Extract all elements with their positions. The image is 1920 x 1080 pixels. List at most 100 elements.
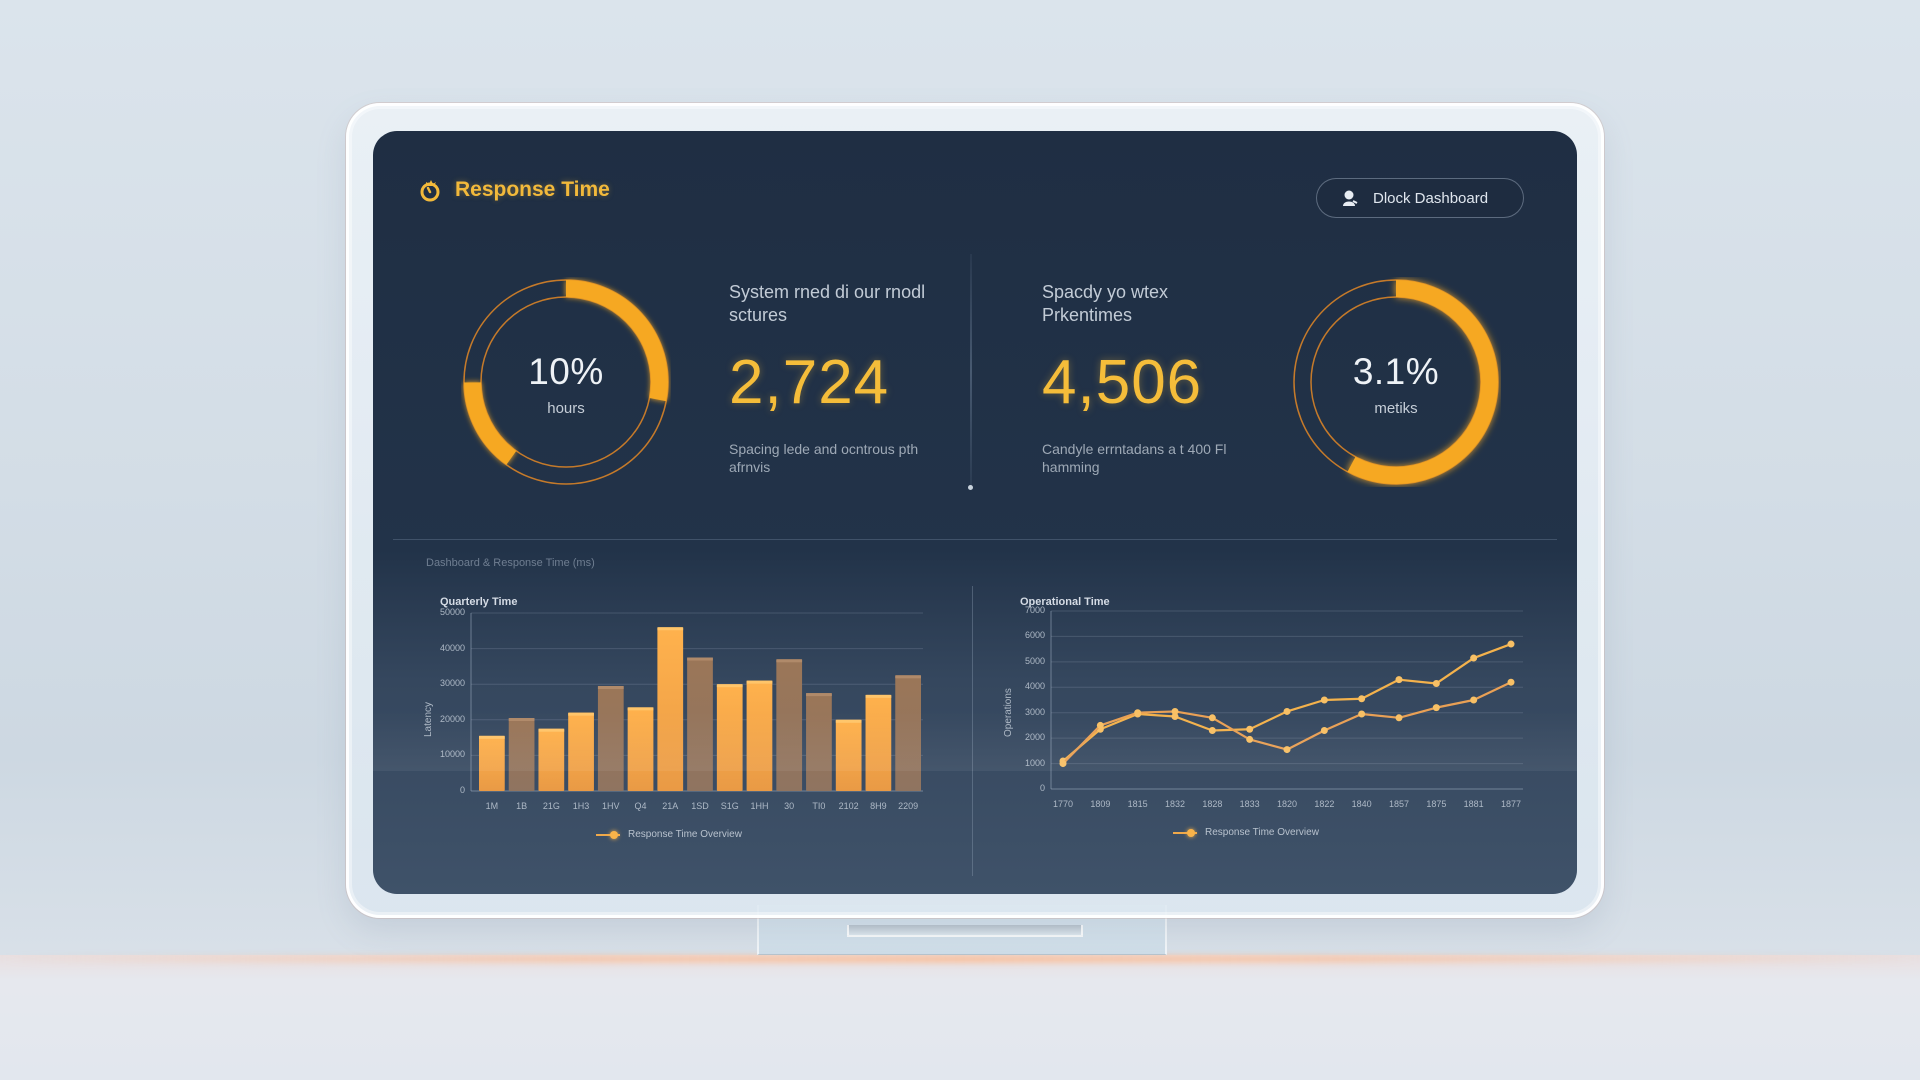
y-tick-label: 6000 <box>1024 630 1045 641</box>
x-tick-label: TI0 <box>812 801 826 811</box>
bar <box>806 693 832 791</box>
metric-left: System rned di our rnodl sctures 2,724 S… <box>729 281 949 476</box>
ring-right-value: 3.1% <box>1352 351 1440 392</box>
page-title: Response Time <box>455 178 610 201</box>
data-point <box>1059 760 1067 768</box>
x-tick-label: 1M <box>485 801 499 811</box>
line-chart: Operational Time Operations 0 1000 2000 300… <box>993 591 1533 891</box>
bar <box>597 685 624 791</box>
ring-left-value: 10% <box>528 351 604 392</box>
progress-ring-right: 3.1% metiks <box>1291 277 1501 487</box>
bar <box>627 707 654 791</box>
data-point <box>1507 678 1515 686</box>
bar <box>865 694 892 791</box>
bar <box>687 657 713 791</box>
x-tick-label: 1833 <box>1239 799 1260 809</box>
y-tick-label: 0 <box>459 785 465 795</box>
metric-right-note: Candyle errntadans a t 400 Fl hamming <box>1042 441 1227 475</box>
ring-gauge-left <box>463 279 669 485</box>
kpi-divider <box>970 254 972 489</box>
dashboard-button[interactable]: Dlock Dashboard <box>1316 178 1524 218</box>
x-tick-label: 1HH <box>750 801 769 811</box>
line-chart-title: Operational Time <box>1020 596 1110 608</box>
x-tick-label: 1881 <box>1463 799 1484 809</box>
bar-chart-legend-label: Response Time Overview <box>628 829 742 840</box>
y-tick-label: 5000 <box>1024 655 1045 666</box>
y-tick-label: 50000 <box>439 607 465 617</box>
x-tick-label: 1HV <box>602 801 620 811</box>
data-point <box>1432 679 1440 687</box>
bar <box>657 627 684 791</box>
bar-chart-plot <box>470 612 923 792</box>
metric-left-note: Spacing lede and ocntrous pth afrnvis <box>729 441 919 475</box>
ring-left-label: hours <box>547 400 585 417</box>
ring-right-label: metiks <box>1374 400 1418 417</box>
line-chart-plot <box>1050 610 1523 790</box>
data-point <box>1432 704 1440 712</box>
section-caption: Dashboard & Response Time (ms) <box>426 557 595 569</box>
chart-divider <box>972 586 973 876</box>
dashboard-button-label: Dlock Dashboard <box>1373 189 1489 207</box>
data-point <box>1507 640 1515 648</box>
data-point <box>1134 709 1142 717</box>
bar-chart: Quarterly Time Latency 0 10000 20000 30000 4… <box>413 591 933 891</box>
data-point <box>1283 707 1291 715</box>
x-tick-label: 1B <box>516 801 528 811</box>
x-tick-label: 1877 <box>1500 799 1522 809</box>
y-tick-label: 1000 <box>1024 757 1045 768</box>
x-tick-label: 21G <box>542 801 560 811</box>
y-tick-label: 40000 <box>439 642 465 653</box>
x-tick-label: S1G <box>720 801 739 811</box>
data-point <box>1358 710 1366 718</box>
y-tick-label: 4000 <box>1024 681 1045 692</box>
bar <box>746 680 773 791</box>
x-tick-label: 1857 <box>1388 799 1410 809</box>
data-point <box>1208 727 1216 735</box>
data-point <box>1283 746 1291 754</box>
bar <box>479 735 505 791</box>
legend-marker-icon <box>596 830 620 839</box>
line-chart-legend-label: Response Time Overview <box>1205 827 1319 838</box>
y-tick-label: 10000 <box>439 749 465 760</box>
stopwatch-icon <box>420 180 440 202</box>
data-point <box>1096 721 1104 729</box>
y-tick-label: 0 <box>1039 783 1045 793</box>
bar-chart-legend: Response Time Overview <box>596 829 742 840</box>
y-tick-label: 3000 <box>1024 706 1045 717</box>
floor-glow <box>0 955 1920 963</box>
user-icon <box>1343 190 1358 206</box>
bar <box>538 728 565 791</box>
x-tick-label: 1815 <box>1127 799 1148 809</box>
x-tick-label: 1828 <box>1202 799 1223 809</box>
x-tick-label: 1SD <box>691 801 709 811</box>
x-tick-label: 1840 <box>1351 799 1372 809</box>
kpi-divider-handle <box>968 485 973 490</box>
dashboard-header: Response Time <box>417 177 610 203</box>
bar <box>568 712 594 791</box>
x-tick-label: 1875 <box>1426 799 1447 809</box>
bar <box>716 684 743 791</box>
y-tick-label: 7000 <box>1024 605 1045 615</box>
dashboard-screen: Response Time Dlock Dashboard 10% hours <box>373 131 1577 894</box>
data-point <box>1208 714 1216 722</box>
data-point <box>1470 696 1478 704</box>
background-floor <box>0 955 1920 1080</box>
x-tick-label: 1809 <box>1090 799 1111 809</box>
x-tick-label: 2102 <box>838 801 859 811</box>
metric-right-label: Spacdy yo wtex Prkentimes <box>1042 282 1169 325</box>
x-tick-label: 1822 <box>1314 799 1335 809</box>
legend-marker-icon <box>1173 828 1197 837</box>
x-tick-label: 8H9 <box>870 801 887 811</box>
bar <box>895 675 921 791</box>
line-chart-legend: Response Time Overview <box>1173 827 1319 838</box>
ring-gauge-right <box>1293 279 1499 485</box>
data-point <box>1358 695 1366 703</box>
x-tick-label: 1770 <box>1052 799 1074 809</box>
x-tick-label: 2209 <box>898 801 919 811</box>
bar <box>835 719 862 791</box>
x-tick-label: 30 <box>784 801 795 811</box>
data-point <box>1395 714 1403 722</box>
section-divider <box>393 539 1557 540</box>
data-point <box>1470 654 1478 662</box>
x-tick-label: 1H3 <box>572 801 590 811</box>
